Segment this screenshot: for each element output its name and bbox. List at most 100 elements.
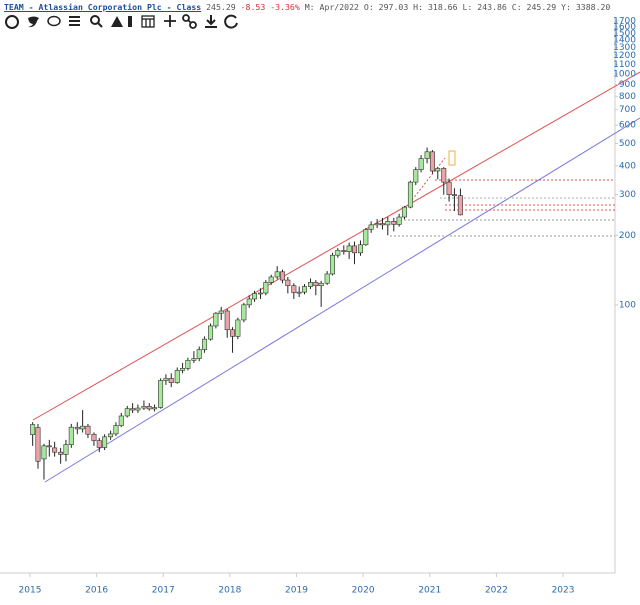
candle-body [246,298,252,306]
candle-body [130,408,136,411]
candle-body [407,181,413,208]
x-tick-label: 2018 [218,586,241,596]
candle-body [451,194,457,196]
symbol-link[interactable]: TEAM - Atlassian Corporation Plc - Class [4,2,202,12]
x-tick-label: 2023 [552,586,575,596]
x-tick-label: 2020 [352,586,375,596]
candle-body [46,445,52,448]
y-tick-label: 1300 [613,43,636,53]
tool-refresh[interactable] [224,14,238,29]
candle-body [263,282,269,294]
y-tick-label: 100 [619,300,636,310]
candle-body [391,221,397,225]
candle-body [235,319,241,337]
tool-twitter[interactable] [28,16,39,28]
y-tick-label: 400 [619,161,636,171]
toolbar [5,14,238,29]
x-tick-label: 2017 [152,586,175,596]
candle-body [324,273,330,284]
y-tick-label: 1000 [613,69,636,79]
candle-body [379,223,385,226]
candle-body [141,406,147,409]
candle-body [252,293,258,300]
candle-body [52,447,58,453]
candle-body [191,358,197,361]
candle-body [41,445,47,460]
tool-list[interactable] [69,16,80,26]
candle-body [85,425,91,435]
candle-body [313,282,319,287]
candle-body [302,286,308,293]
candle-body [268,276,274,283]
candle-body [280,271,286,281]
y-tick-label: 1700 [613,16,636,26]
y-tick-label: 200 [619,231,636,241]
candle-body [230,329,236,337]
candle-body [108,433,114,438]
candle-body [185,359,191,369]
tool-comment[interactable] [47,15,61,27]
candle-body [307,282,313,287]
candle-body [435,168,441,172]
candle-body [318,282,324,287]
x-tick-label: 2021 [418,586,441,596]
candle-body [163,378,169,381]
candle-body [80,425,86,430]
candle-body [258,292,264,295]
candle-body [174,370,180,383]
y-tick-label: 1200 [613,51,636,61]
candle-body [363,229,369,246]
candle-body [63,444,69,455]
candle-body [401,206,407,218]
candle-body [91,433,97,441]
candle-body [180,368,186,371]
tool-triangle[interactable] [111,16,123,27]
y-tick-label: 1400 [613,36,636,46]
candle-body [202,338,208,350]
candle-body [396,216,402,225]
candle-body [168,378,174,383]
candle-body [385,221,391,226]
tool-dashboard[interactable] [5,15,19,29]
trend-line-lower [44,117,640,483]
y-tick-label: 1600 [613,22,636,32]
tool-download[interactable] [205,15,217,28]
tool-search[interactable] [90,15,103,28]
candle-body [291,285,297,293]
candle-body [418,158,424,170]
candle-body [35,427,41,462]
tool-bar[interactable] [128,16,132,27]
candle-body [224,310,230,331]
change-pct: -3.36% [270,2,300,12]
candle-body [135,407,141,411]
candle-body [346,245,352,252]
candle-body [424,151,430,159]
candle-body [296,291,302,294]
candle-body [241,304,247,321]
candle-body [208,325,214,340]
trend-line-upper [32,71,640,421]
candle-body [441,168,447,183]
tool-calendar[interactable] [141,15,155,28]
candle-body [196,349,202,359]
x-tick-label: 2022 [485,586,508,596]
header: TEAM - Atlassian Corporation Plc - Class… [4,2,610,12]
candle-body [152,407,158,410]
candle-body [446,181,452,195]
change: -8.53 [240,2,266,12]
candle-body [413,169,419,183]
candle-body [218,310,224,314]
tool-link[interactable] [182,14,197,29]
candle-body [457,195,463,216]
candle-body [374,223,380,226]
candle-body [124,408,130,417]
candle-body [30,424,36,435]
candle-body [351,245,357,254]
candle-body [158,380,164,408]
y-tick-label: 1100 [613,60,636,70]
projection-box [448,150,456,166]
y-tick-label: 600 [619,121,636,131]
tool-move[interactable] [164,15,176,27]
projection-line [411,157,446,201]
